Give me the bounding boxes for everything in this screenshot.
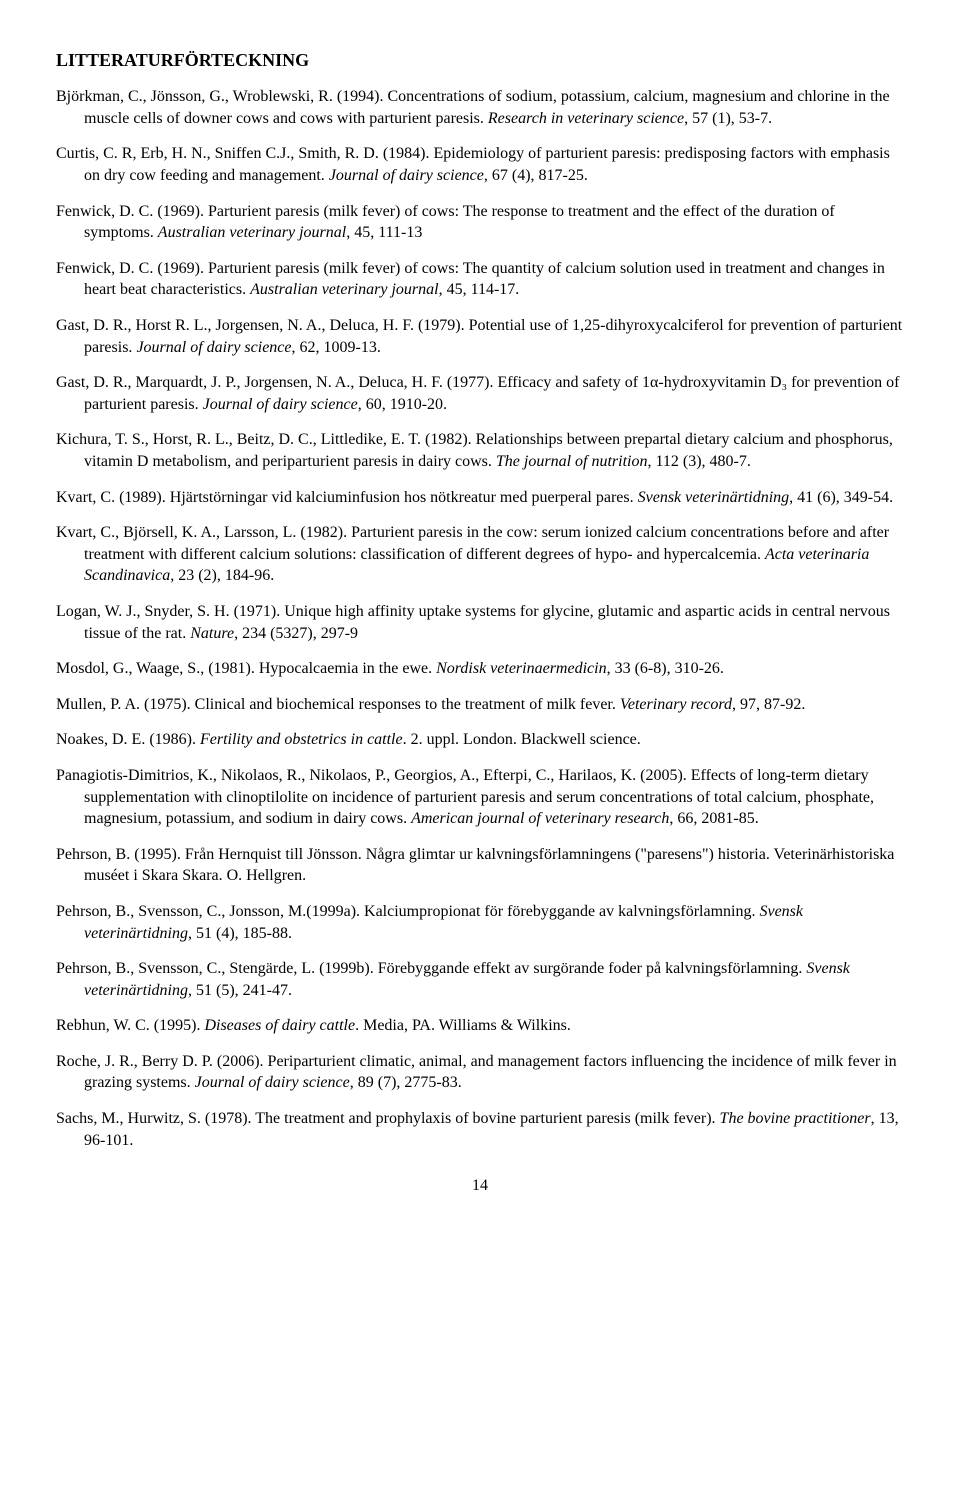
reference-text: Pehrson, B., Svensson, C., Stengärde, L.… (56, 960, 806, 977)
reference-text: , 45, 114-17. (439, 281, 520, 298)
reference-italic-text: Diseases of dairy cattle (204, 1017, 355, 1034)
reference-text: , 67 (4), 817-25. (484, 167, 588, 184)
reference-italic-text: Journal of dairy science (136, 339, 291, 356)
reference-entry: Mosdol, G., Waage, S., (1981). Hypocalca… (56, 658, 904, 680)
references-list: Björkman, C., Jönsson, G., Wroblewski, R… (56, 86, 904, 1151)
reference-text: , 45, 111-13 (346, 224, 422, 241)
reference-text: , 97, 87-92. (732, 696, 805, 713)
reference-italic-text: American journal of veterinary research (411, 810, 669, 827)
reference-italic-text: Journal of dairy science (195, 1074, 350, 1091)
reference-text: Rebhun, W. C. (1995). (56, 1017, 204, 1034)
reference-text: , 60, 1910-20. (358, 396, 447, 413)
reference-italic-text: The bovine practitioner (720, 1110, 871, 1127)
reference-text: , 66, 2081-85. (669, 810, 758, 827)
reference-entry: Panagiotis-Dimitrios, K., Nikolaos, R., … (56, 765, 904, 830)
reference-text: , 23 (2), 184-96. (170, 567, 274, 584)
reference-text: Pehrson, B., Svensson, C., Jonsson, M.(1… (56, 903, 759, 920)
reference-text: Pehrson, B. (1995). Från Hernquist till … (56, 846, 894, 885)
reference-text: Roche, J. R., Berry D. P. (2006). Peripa… (56, 1053, 897, 1092)
reference-italic-text: Australian veterinary journal (250, 281, 438, 298)
reference-italic-text: Journal of dairy science (203, 396, 358, 413)
page-heading: LITTERATURFÖRTECKNING (56, 48, 904, 72)
reference-text: Kvart, C. (1989). Hjärtstörningar vid ka… (56, 489, 638, 506)
reference-entry: Logan, W. J., Snyder, S. H. (1971). Uniq… (56, 601, 904, 644)
reference-entry: Gast, D. R., Marquardt, J. P., Jorgensen… (56, 372, 904, 415)
reference-italic-text: Nature (190, 625, 234, 642)
reference-italic-text: Nordisk veterinaermedicin (436, 660, 606, 677)
reference-italic-text: Journal of dairy science (329, 167, 484, 184)
reference-text: , 62, 1009-13. (292, 339, 381, 356)
reference-entry: Pehrson, B., Svensson, C., Jonsson, M.(1… (56, 901, 904, 944)
reference-entry: Gast, D. R., Horst R. L., Jorgensen, N. … (56, 315, 904, 358)
reference-text: Noakes, D. E. (1986). (56, 731, 200, 748)
reference-text: , 33 (6-8), 310-26. (607, 660, 724, 677)
reference-text: . Media, PA. Williams & Wilkins. (355, 1017, 571, 1034)
reference-italic-text: Veterinary record (620, 696, 732, 713)
reference-italic-text: The journal of nutrition (496, 453, 648, 470)
reference-italic-text: Australian veterinary journal (158, 224, 346, 241)
reference-text: , 234 (5327), 297-9 (234, 625, 358, 642)
reference-text: Gast, D. R., Marquardt, J. P., Jorgensen… (56, 374, 899, 413)
reference-italic-text: Svensk veterinärtidning (638, 489, 790, 506)
reference-entry: Fenwick, D. C. (1969). Parturient paresi… (56, 258, 904, 301)
reference-entry: Kvart, C., Björsell, K. A., Larsson, L. … (56, 522, 904, 587)
reference-text: , 41 (6), 349-54. (789, 489, 893, 506)
reference-entry: Kvart, C. (1989). Hjärtstörningar vid ka… (56, 487, 904, 509)
reference-entry: Björkman, C., Jönsson, G., Wroblewski, R… (56, 86, 904, 129)
reference-text: , 89 (7), 2775-83. (350, 1074, 462, 1091)
reference-text: Sachs, M., Hurwitz, S. (1978). The treat… (56, 1110, 720, 1127)
reference-entry: Noakes, D. E. (1986). Fertility and obst… (56, 729, 904, 751)
reference-italic-text: Fertility and obstetrics in cattle (200, 731, 403, 748)
reference-entry: Roche, J. R., Berry D. P. (2006). Peripa… (56, 1051, 904, 1094)
reference-text: , 51 (4), 185-88. (188, 925, 292, 942)
reference-text: Mosdol, G., Waage, S., (1981). Hypocalca… (56, 660, 436, 677)
reference-entry: Curtis, C. R, Erb, H. N., Sniffen C.J., … (56, 143, 904, 186)
reference-text: , 57 (1), 53-7. (684, 110, 772, 127)
reference-text: , 51 (5), 241-47. (188, 982, 292, 999)
reference-entry: Sachs, M., Hurwitz, S. (1978). The treat… (56, 1108, 904, 1151)
page-number: 14 (56, 1175, 904, 1197)
reference-entry: Fenwick, D. C. (1969). Parturient paresi… (56, 201, 904, 244)
reference-text: , 112 (3), 480-7. (647, 453, 750, 470)
reference-text: Logan, W. J., Snyder, S. H. (1971). Uniq… (56, 603, 890, 642)
reference-entry: Rebhun, W. C. (1995). Diseases of dairy … (56, 1015, 904, 1037)
reference-text: Mullen, P. A. (1975). Clinical and bioch… (56, 696, 620, 713)
reference-entry: Mullen, P. A. (1975). Clinical and bioch… (56, 694, 904, 716)
reference-entry: Pehrson, B., Svensson, C., Stengärde, L.… (56, 958, 904, 1001)
reference-entry: Pehrson, B. (1995). Från Hernquist till … (56, 844, 904, 887)
reference-text: . 2. uppl. London. Blackwell science. (403, 731, 641, 748)
reference-italic-text: Research in veterinary science (488, 110, 684, 127)
reference-entry: Kichura, T. S., Horst, R. L., Beitz, D. … (56, 429, 904, 472)
reference-text: Kichura, T. S., Horst, R. L., Beitz, D. … (56, 431, 893, 470)
